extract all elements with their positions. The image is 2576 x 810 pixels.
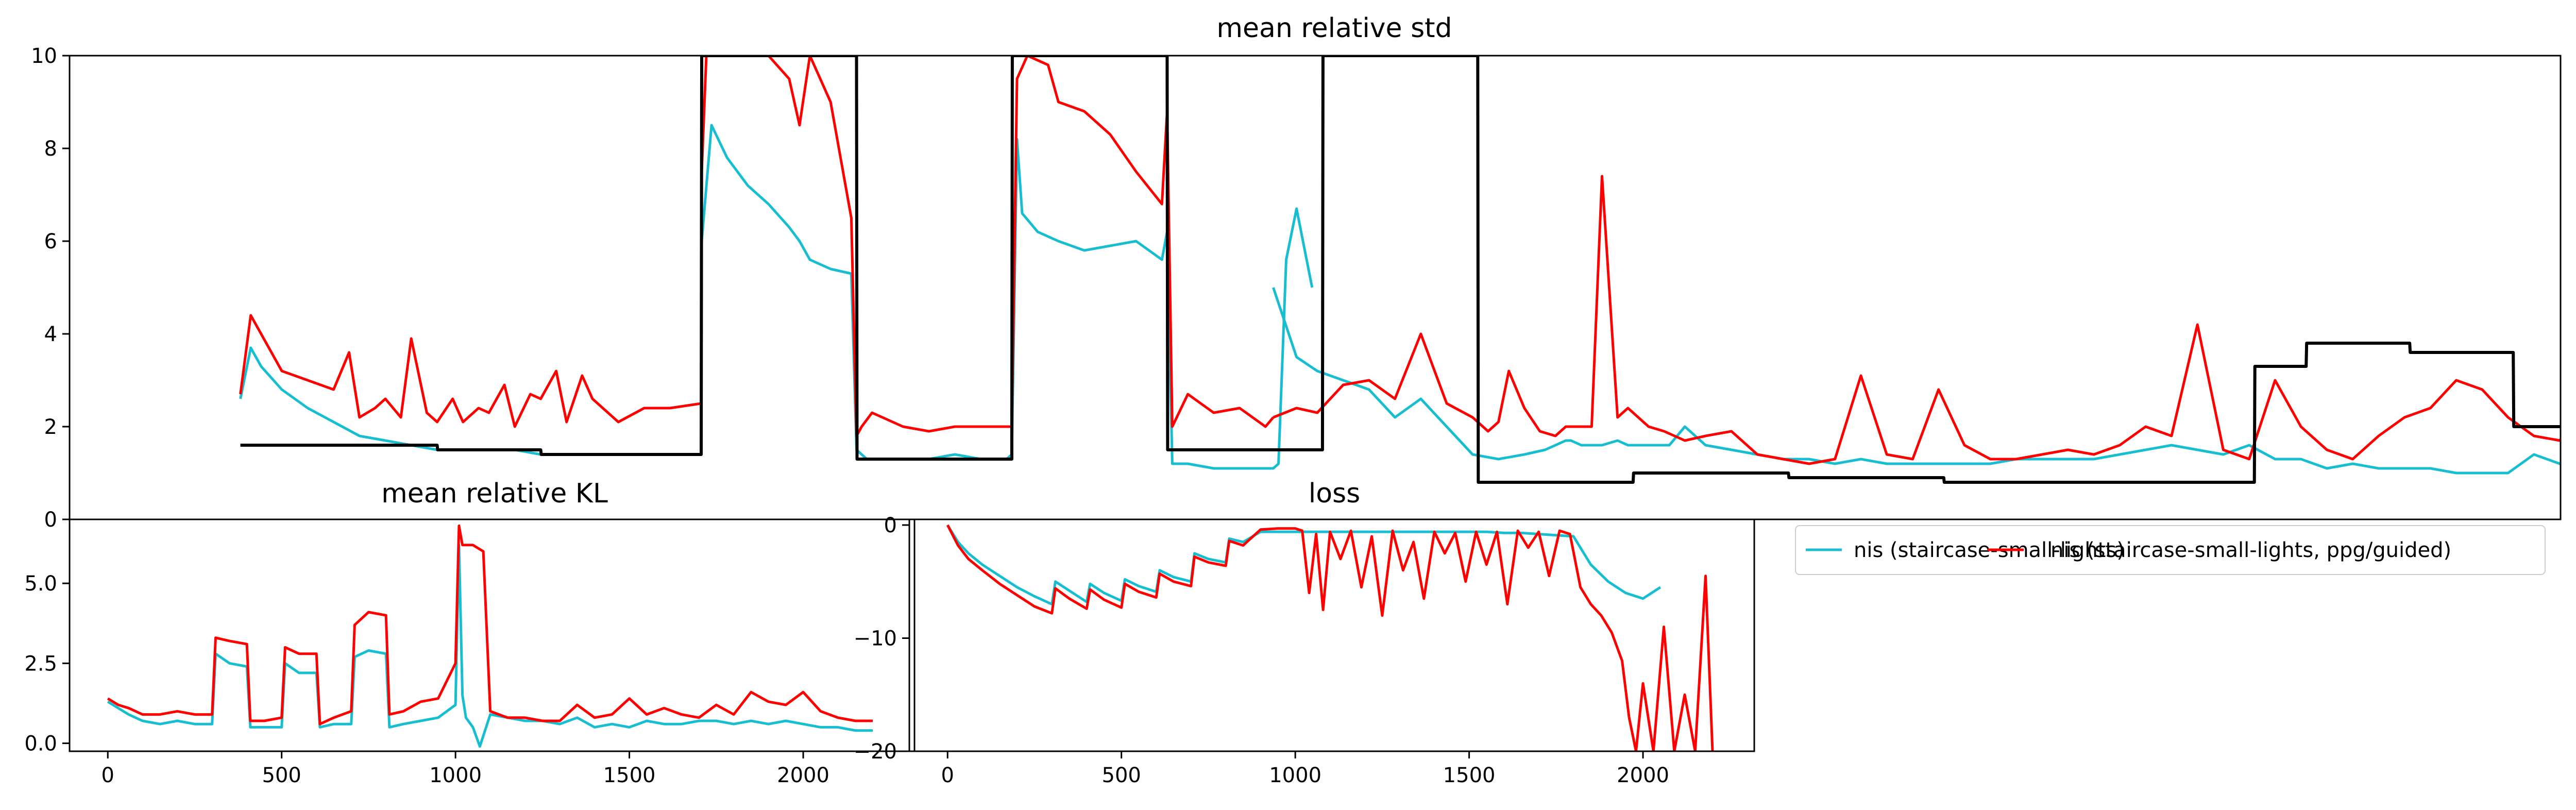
loss-xtick-label: 1500 [1443, 764, 1496, 787]
kl-plot-frame [69, 518, 916, 752]
loss-ytick-label: 0 [884, 514, 897, 537]
std-ytick-label: 6 [44, 230, 57, 254]
loss-y-axis: 0 −10 −20 [854, 514, 909, 764]
loss-xtick-label: 0 [941, 764, 954, 787]
std-ytick-label: 2 [44, 415, 57, 439]
std-series-group [239, 56, 2561, 484]
loss-xtick-label: 2000 [1617, 764, 1669, 787]
loss-xtick-label: 500 [1102, 764, 1141, 787]
loss-series-line-1 [946, 524, 1714, 751]
loss-plot-frame [908, 518, 1755, 752]
legend-label-nis-guided: nis (staircase-small-lights, ppg/guided) [2050, 538, 2451, 562]
loss-series-group [946, 524, 1714, 751]
std-panel-title: mean relative std [1216, 13, 1452, 44]
kl-ytick-label: 5.0 [24, 572, 57, 596]
kl-xtick-label: 0 [101, 764, 114, 787]
loss-ytick-label: −20 [854, 740, 897, 764]
loss-ytick-label: −10 [854, 627, 897, 650]
kl-xtick-label: 2000 [777, 764, 829, 787]
loss-xtick-label: 1000 [1269, 764, 1321, 787]
std-ytick-label: 0 [44, 508, 57, 532]
kl-ytick-label: 2.5 [24, 652, 57, 676]
std-series-line-1 [239, 56, 1275, 437]
kl-ytick-label: 0.0 [24, 732, 57, 755]
kl-xtick-label: 1500 [603, 764, 656, 787]
kl-xtick-label: 1000 [429, 764, 482, 787]
loss-panel: loss 0 −10 −20 0 500 1000 1500 2000 [854, 478, 1755, 787]
legend-box [1795, 525, 2546, 575]
std-panel: mean relative std 0 2 4 6 8 10 [31, 13, 2562, 532]
std-ytick-label: 4 [44, 323, 57, 346]
std-series-line-4 [240, 56, 2561, 484]
kl-series-group [107, 524, 873, 748]
kl-y-axis: 0.0 2.5 5.0 [24, 572, 70, 755]
kl-x-axis: 0 500 1000 1500 2000 [101, 751, 829, 787]
loss-panel-title: loss [1309, 478, 1360, 509]
kl-panel: mean relative KL 0.0 2.5 5.0 0 500 1000 1500 2… [24, 478, 916, 787]
kl-panel-title: mean relative KL [381, 478, 608, 509]
kl-series-line-1 [107, 524, 873, 725]
loss-x-axis: 0 500 1000 1500 2000 [941, 751, 1669, 787]
std-series-line-3 [1273, 175, 2561, 465]
std-ytick-label: 10 [31, 44, 57, 68]
loss-series-line-0 [946, 524, 1662, 606]
kl-xtick-label: 500 [262, 764, 301, 787]
std-ytick-label: 8 [44, 137, 57, 161]
std-y-axis: 0 2 4 6 8 10 [31, 44, 70, 532]
std-series-line-2 [1272, 287, 2561, 475]
legend: nis (staircase-small-lights) nis (stairc… [1795, 525, 2546, 575]
